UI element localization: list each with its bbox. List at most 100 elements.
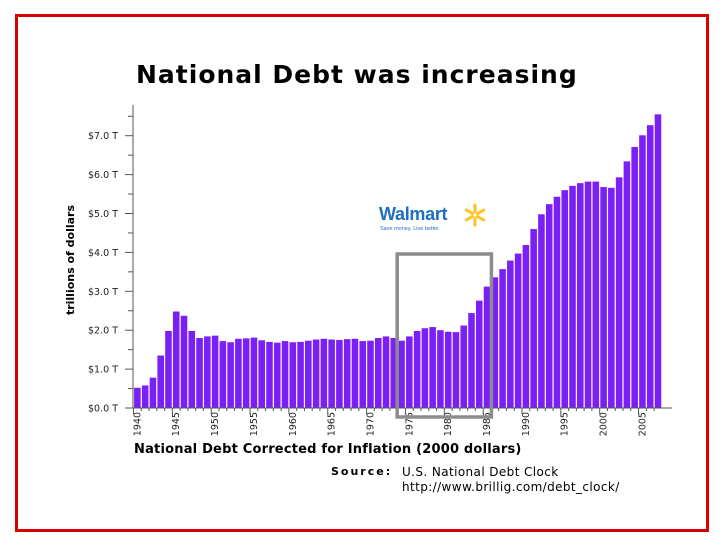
x-tick-label: 1945	[171, 412, 182, 436]
walmart-logo: Walmart Save money. Live better.	[379, 203, 491, 239]
bar-1965	[328, 339, 335, 408]
bar-1996	[569, 185, 576, 408]
x-tick-label: 2000	[599, 412, 610, 436]
y-tick-label: $2.0 T	[88, 326, 118, 337]
bar-1961	[297, 341, 304, 408]
spark-ray	[476, 215, 486, 222]
bar-1956	[258, 340, 265, 408]
chart-caption: National Debt Corrected for Inflation (2…	[134, 442, 522, 457]
bar-1998	[584, 181, 592, 408]
bar-1981	[452, 332, 460, 408]
bar-2006	[646, 125, 654, 408]
spark-ray	[464, 208, 474, 215]
x-tick-label: 1950	[210, 412, 221, 436]
bar-1975	[406, 336, 413, 408]
slide-frame	[15, 14, 709, 532]
bar-2003	[623, 161, 631, 408]
spark-icon	[464, 203, 486, 227]
bar-1970	[367, 340, 374, 408]
x-tick-label: 2005	[637, 412, 648, 436]
bar-1946	[180, 315, 188, 408]
x-tick-label: 1970	[365, 412, 376, 436]
bar-1945	[172, 311, 180, 408]
bar-1944	[165, 330, 172, 408]
y-tick-label: $6.0 T	[88, 170, 118, 181]
walmart-logo-name: Walmart	[379, 204, 448, 224]
bar-1978	[429, 327, 436, 408]
bar-1948	[196, 337, 203, 408]
x-tick-label: 1965	[327, 412, 338, 436]
bar-1990	[522, 245, 530, 408]
bar-2001	[608, 187, 615, 408]
bar-1976	[413, 330, 421, 408]
y-tick-label: $7.0 T	[88, 131, 118, 142]
bar-1940	[134, 387, 141, 408]
bar-1964	[320, 338, 328, 408]
bar-1947	[188, 330, 196, 408]
source-text: U.S. National Debt Clock	[402, 465, 559, 479]
x-tick-label: 1990	[521, 412, 532, 436]
bar-1988	[507, 260, 514, 408]
bar-1958	[273, 342, 281, 408]
bar-1951	[219, 341, 227, 408]
bar-1967	[343, 339, 351, 408]
x-tick-label: 1940	[132, 412, 143, 436]
spark-ray	[476, 208, 486, 215]
bar-1973	[390, 337, 398, 408]
bar-2005	[639, 135, 646, 408]
bar-1969	[359, 341, 366, 408]
y-tick-label: $5.0 T	[88, 209, 118, 220]
bar-1952	[227, 342, 234, 408]
bar-1991	[530, 229, 537, 408]
source-label: Source:	[331, 465, 393, 478]
bar-1987	[499, 269, 506, 408]
bar-1977	[421, 328, 429, 408]
bar-2007	[654, 114, 662, 408]
x-tick-label: 1980	[443, 412, 454, 436]
bar-1966	[336, 339, 343, 409]
source-url: http://www.brillig.com/debt_clock/	[402, 480, 620, 494]
y-axis-tick-labels: $0.0 T $1.0 T $2.0 T $3.0 T $4.0 T $5.0 T $6.0…	[88, 131, 118, 414]
x-tick-label: 1995	[560, 412, 571, 436]
y-tick-label: $0.0 T	[88, 404, 118, 415]
bar-1957	[266, 341, 273, 408]
bar-1962	[305, 340, 312, 408]
bar-1955	[250, 337, 258, 408]
y-axis-ticks	[125, 115, 133, 409]
walmart-logo-tagline: Save money. Live better.	[380, 226, 441, 232]
bar-1972	[382, 336, 390, 408]
bar-1985	[483, 286, 491, 408]
bar-1950	[211, 335, 219, 408]
bar-1997	[576, 183, 584, 408]
x-tick-label: 1985	[482, 412, 493, 436]
bar-1993	[545, 204, 553, 408]
bar-1949	[204, 336, 211, 408]
bar-1989	[514, 253, 522, 408]
bar-1968	[351, 338, 359, 408]
bar-1953	[235, 338, 242, 408]
bar-1954	[242, 338, 250, 408]
highlight-box	[395, 252, 494, 419]
bar-1994	[553, 196, 561, 408]
slide-title: National Debt was increasing	[136, 60, 578, 89]
bar-1992	[538, 214, 545, 408]
x-tick-label: 1960	[288, 412, 299, 436]
bar-1974	[398, 340, 405, 408]
bar-1971	[374, 337, 382, 408]
bar-1999	[592, 181, 600, 408]
bar-1942	[149, 377, 157, 408]
bar-1963	[312, 339, 320, 408]
y-tick-label: $3.0 T	[88, 287, 118, 298]
bar-1983	[468, 313, 475, 408]
x-tick-label: 1975	[404, 412, 415, 436]
spark-ray	[464, 215, 474, 222]
y-tick-label: $1.0 T	[88, 365, 118, 376]
bar-1943	[157, 355, 164, 409]
bar-1960	[289, 342, 297, 408]
bar-1959	[281, 341, 289, 408]
bar-2000	[600, 187, 607, 408]
y-axis-title: trillions of dollars	[64, 205, 77, 316]
bar-1986	[491, 277, 499, 408]
y-tick-label: $4.0 T	[88, 248, 118, 259]
